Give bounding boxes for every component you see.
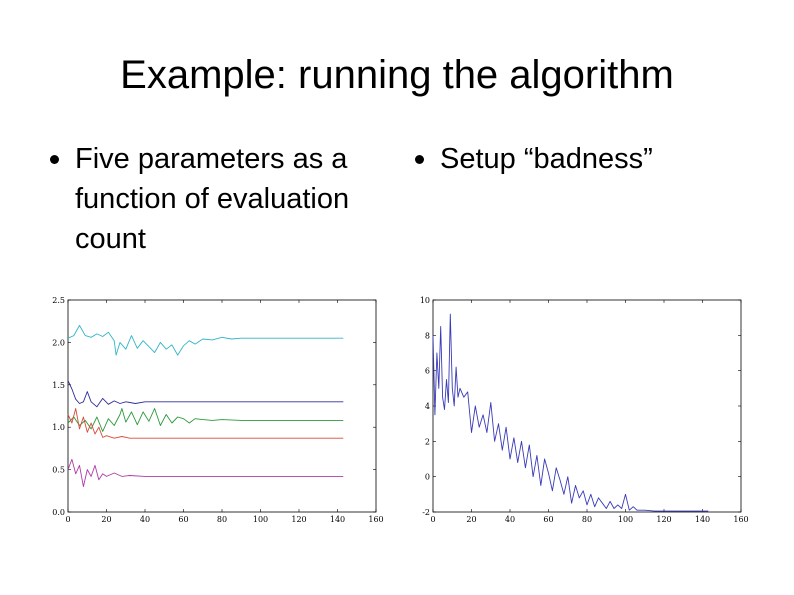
slide-title: Example: running the algorithm [120, 53, 674, 97]
x-tick-label: 100 [618, 515, 633, 524]
y-tick-label: 4 [425, 402, 430, 411]
y-tick-label: 2.0 [52, 338, 65, 347]
bullet-marker [50, 155, 59, 164]
series-line-2 [67, 380, 344, 408]
x-tick-label: 120 [291, 515, 306, 524]
x-tick-label: 140 [330, 515, 345, 524]
y-tick-label: 10 [420, 296, 430, 305]
x-tick-label: 120 [656, 515, 671, 524]
y-tick-label: 0 [425, 473, 430, 482]
x-tick-label: 20 [466, 515, 476, 524]
plot-frame [67, 299, 377, 513]
y-tick-label: 2.5 [52, 296, 65, 305]
x-tick-label: 40 [140, 515, 150, 524]
bullet-marker [415, 155, 424, 164]
y-tick-label: 0.5 [52, 466, 65, 475]
bullet-text-badness: Setup “badness” [440, 143, 653, 175]
series-line-4 [67, 408, 344, 439]
plot-frame [432, 299, 742, 513]
x-tick-label: 160 [733, 515, 748, 524]
x-tick-label: 40 [505, 515, 515, 524]
x-tick-label: 100 [253, 515, 268, 524]
y-tick-label: -2 [422, 508, 430, 517]
x-tick-label: 0 [65, 515, 70, 524]
x-tick-label: 60 [543, 515, 553, 524]
bullet-list-right: Setup “badness” [415, 139, 755, 179]
x-tick-label: 80 [217, 515, 227, 524]
series-line-3 [67, 408, 344, 432]
series-line-1 [67, 324, 344, 356]
bullet-text-parameters: Five parameters as a function of evaluat… [75, 143, 350, 255]
x-tick-label: 60 [178, 515, 188, 524]
y-tick-label: 2 [425, 437, 430, 446]
y-tick-label: 0.0 [52, 508, 65, 517]
x-tick-label: 0 [430, 515, 435, 524]
x-tick-label: 20 [101, 515, 111, 524]
series-line-1 [432, 313, 709, 512]
x-tick-label: 160 [368, 515, 383, 524]
y-tick-label: 8 [425, 331, 430, 340]
y-tick-label: 1.0 [52, 423, 65, 432]
parameters-chart: 0 20 40 60 80 100 120 140 160 0.0 0.5 1.0 1.5 2.0 2.5 [52, 296, 383, 524]
x-tick-label: 140 [695, 515, 710, 524]
series-line-5 [67, 458, 344, 488]
y-tick-label: 6 [425, 367, 430, 376]
y-tick-label: 1.5 [52, 381, 65, 390]
bullet-list-left: Five parameters as a function of evaluat… [50, 139, 390, 259]
x-tick-label: 80 [582, 515, 592, 524]
